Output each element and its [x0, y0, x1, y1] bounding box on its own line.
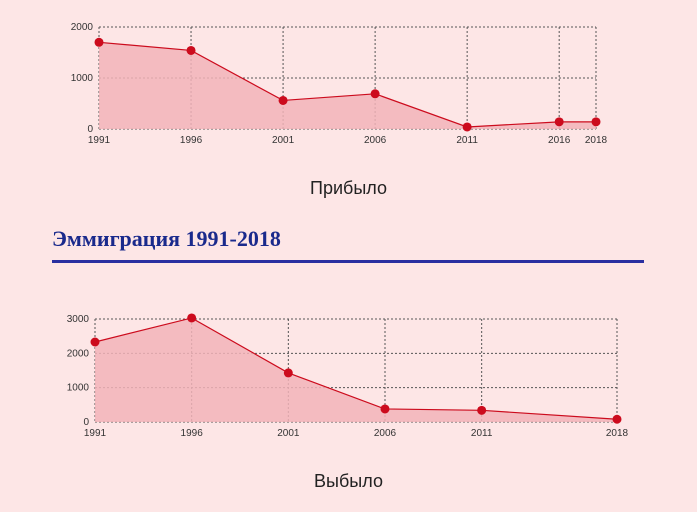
immigration-chart: 0 1000 2000 1991 1996 2001 2006 2011 2016 2018	[71, 22, 608, 146]
series-line	[94, 317, 618, 420]
data-point	[477, 405, 487, 415]
data-point	[612, 414, 622, 424]
data-point	[370, 89, 380, 99]
x-tick-label: 2001	[272, 135, 295, 146]
immigration-chart-caption: Прибыло	[310, 178, 387, 198]
data-point	[186, 45, 196, 55]
section-heading: Эммиграция 1991-2018	[52, 226, 281, 251]
x-tick-label: 2018	[585, 135, 608, 146]
y-tick-label: 0	[87, 124, 93, 135]
data-point	[591, 117, 601, 127]
x-tick-label: 1996	[181, 428, 204, 439]
data-point	[90, 337, 100, 347]
data-point	[554, 117, 564, 127]
area-fill	[99, 42, 596, 129]
y-tick-label: 2000	[67, 348, 90, 359]
data-point	[283, 368, 293, 378]
x-tick-label: 2006	[374, 428, 397, 439]
x-tick-label: 1991	[88, 135, 111, 146]
emigration-chart: 0 1000 2000 3000 1991 1996 2001 2006 2011 2018	[67, 313, 629, 439]
x-tick-label: 2011	[456, 135, 478, 146]
y-tick-label: 3000	[67, 314, 90, 325]
x-tick-label: 2006	[364, 135, 387, 146]
x-tick-label: 2018	[606, 428, 629, 439]
section-divider	[52, 260, 644, 263]
emigration-chart-caption: Выбыло	[314, 471, 383, 491]
x-tick-label: 1996	[180, 135, 203, 146]
data-point	[380, 404, 390, 414]
y-tick-label: 1000	[67, 383, 90, 394]
y-tick-label: 0	[83, 417, 89, 428]
x-tick-label: 2011	[471, 428, 493, 439]
x-tick-label: 1991	[84, 428, 107, 439]
x-tick-label: 2016	[548, 135, 571, 146]
data-point	[94, 37, 104, 47]
data-point	[187, 313, 197, 323]
area-fill	[95, 317, 617, 422]
y-tick-label: 1000	[71, 73, 94, 84]
data-point	[462, 122, 472, 132]
y-tick-label: 2000	[71, 22, 94, 33]
data-point	[278, 95, 288, 105]
x-tick-label: 2001	[277, 428, 300, 439]
